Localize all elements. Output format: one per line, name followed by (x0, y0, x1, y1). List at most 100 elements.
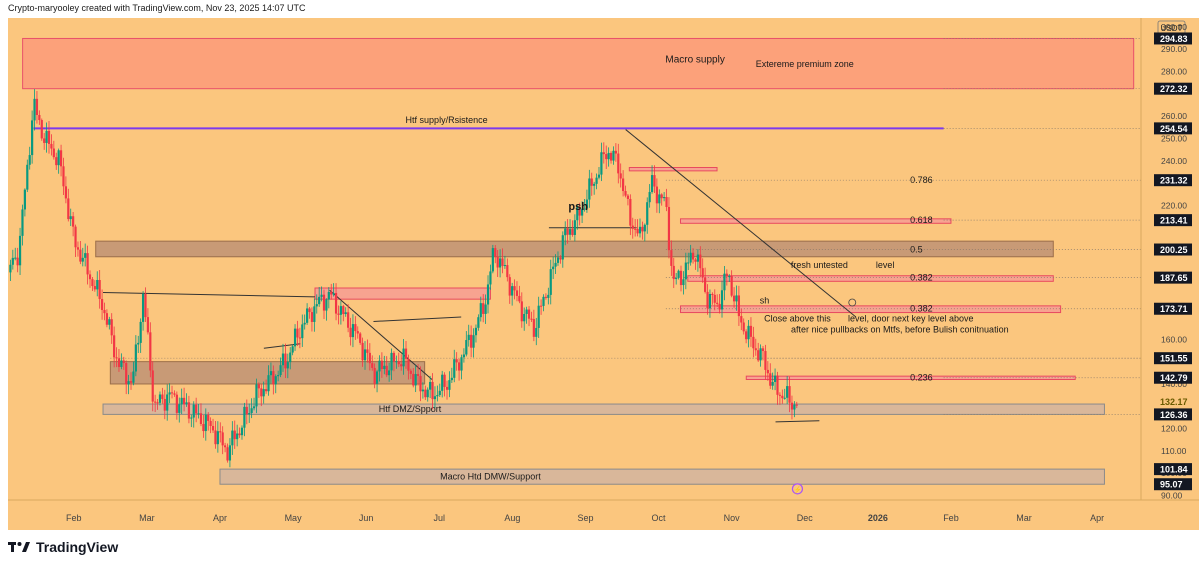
candle-body (689, 252, 692, 263)
candle-body (781, 395, 784, 399)
candle-body (339, 306, 342, 315)
candle-body (400, 364, 403, 367)
candle-body (547, 294, 550, 298)
candle-body (137, 342, 140, 345)
candle-body (84, 253, 87, 258)
candle-body (711, 294, 714, 296)
candle-body (597, 174, 601, 178)
price-badge (1154, 371, 1192, 384)
candle-body (532, 319, 535, 337)
candle-body (663, 197, 666, 199)
candle-body (602, 152, 605, 155)
candle-body (643, 224, 646, 232)
time-label: Oct (652, 513, 667, 523)
price-badge (1154, 214, 1192, 227)
candle-body (467, 334, 470, 341)
candle-body (267, 375, 270, 392)
candle-body (769, 373, 772, 386)
candle-body (740, 316, 743, 323)
candle-body (561, 235, 564, 260)
fib-label: 0.786 (910, 175, 933, 185)
candle-body (279, 365, 282, 376)
candle-body (378, 360, 381, 372)
price-badge-label: 126.36 (1160, 410, 1188, 420)
price-badge (1154, 122, 1192, 135)
candle-body (448, 380, 451, 390)
candle-body (665, 197, 668, 207)
candle-body (667, 206, 671, 251)
candle-body (79, 249, 82, 262)
candle-body (631, 225, 634, 229)
price-badge-label: 101.84 (1160, 465, 1188, 475)
candle-body (257, 384, 260, 389)
price-badge-label: 173.71 (1160, 304, 1188, 314)
candle-body (322, 294, 326, 311)
candle-body (310, 312, 314, 322)
candle-body (265, 389, 268, 392)
candle-body (747, 325, 750, 340)
candle-body (482, 303, 485, 314)
annotation: Extereme premium zone (756, 59, 854, 69)
candle-body (617, 153, 620, 174)
price-badge (1154, 243, 1192, 256)
candle-body (298, 337, 301, 339)
candle-body (228, 445, 232, 461)
candle-body (525, 309, 528, 314)
candle-body (441, 374, 444, 391)
candle-body (634, 228, 637, 230)
candle-body (185, 402, 188, 405)
candle-body (98, 280, 101, 299)
price-badge-label: 294.83 (1160, 34, 1188, 44)
candle-body (578, 206, 581, 216)
candle-body (646, 202, 649, 225)
candle-body (207, 414, 210, 421)
candle-body (226, 447, 229, 461)
tradingview-brand[interactable]: TradingView (8, 539, 118, 555)
candle-body (648, 192, 651, 203)
candle-body (390, 352, 393, 371)
annotation: after nice pullbacks on Mtfs, before Bul… (791, 325, 1009, 335)
low-line (775, 420, 820, 423)
mid-line (373, 316, 462, 322)
candle-body (445, 386, 449, 390)
candle-body (301, 324, 304, 339)
candle-body (366, 349, 369, 353)
candle-body (489, 271, 492, 285)
time-label: Apr (1090, 513, 1104, 523)
candle-body (192, 404, 195, 418)
candle-body (706, 291, 709, 309)
candle-body (766, 369, 769, 374)
candle-body (233, 430, 236, 440)
candle-body (786, 386, 789, 398)
price-badge-label: 151.55 (1160, 354, 1188, 364)
price-badge (1154, 408, 1192, 421)
candle-body (334, 292, 338, 314)
time-label: Mar (139, 513, 155, 523)
candle-body (720, 290, 724, 310)
candle-body (16, 257, 19, 266)
price-badge (1154, 478, 1192, 491)
candle-body (754, 348, 757, 351)
candle-body (728, 275, 731, 277)
candle-body (793, 404, 796, 410)
candle-body (568, 229, 572, 235)
price-chart[interactable]: Macro supply Htf DMZ/Spport Macro Htd DMW/… (0, 0, 1199, 540)
candle-body (100, 298, 104, 310)
candle-body (277, 375, 280, 377)
candle-body (62, 166, 65, 187)
candle-body (433, 396, 437, 400)
price-tick: 290.00 (1161, 44, 1187, 54)
candle-body (281, 353, 285, 366)
candle-body (573, 220, 576, 235)
candle-body (33, 98, 36, 121)
candle-body (260, 388, 263, 397)
candle-body (238, 433, 241, 436)
candle-body (523, 313, 526, 322)
candle-body (182, 397, 186, 405)
candle-body (141, 293, 145, 322)
candle-body (737, 295, 740, 317)
candle-body (231, 430, 234, 446)
candle-body (778, 394, 782, 396)
crosshair-marker-icon (848, 298, 857, 307)
candle-body (694, 259, 697, 262)
